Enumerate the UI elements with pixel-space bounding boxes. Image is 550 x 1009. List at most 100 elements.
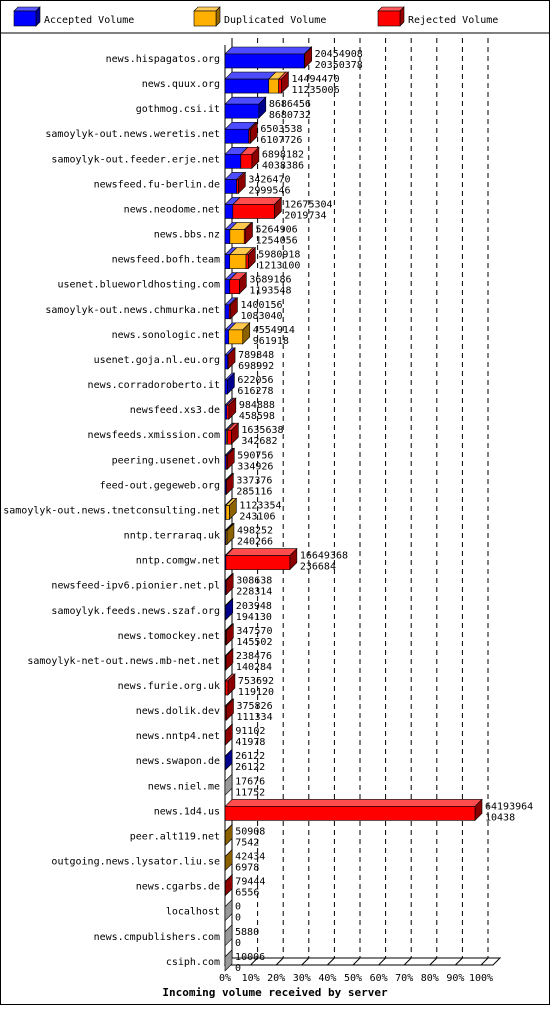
total-volume-label: 498252 [237,526,273,537]
accepted-volume-label: 342682 [241,436,277,447]
bar-empty-side [225,925,232,946]
bar-rejected [225,799,482,820]
bar-front [226,531,227,545]
accepted-volume-label: 194130 [236,612,272,623]
bar-front [228,430,232,444]
accepted-volume-label: 11235006 [291,85,339,96]
x-tick-label: 10% [242,973,260,984]
category-label: localhost [166,907,220,918]
total-volume-label: 3426470 [248,174,290,185]
bar-duplicated [225,850,232,871]
accepted-volume-label: 10438 [485,812,515,823]
x-tick-label: 50% [344,973,362,984]
legend-swatch-duplicated-front [194,11,216,26]
category-label: csiph.com [166,957,220,968]
bar-front [244,230,245,244]
accepted-volume-label: 616278 [237,386,273,397]
bar-front [225,706,226,720]
category-label: samoylyk-out.news.chmurka.net [45,305,220,316]
accepted-volume-label: 243106 [239,511,275,522]
category-label: news.tomockey.net [118,631,220,642]
category-label: samoylyk-out.news.weretis.net [45,129,220,140]
total-volume-label: 1635638 [241,425,283,436]
accepted-volume-label: 145502 [236,637,272,648]
accepted-volume-label: 698992 [238,361,274,372]
category-label: samoylyk-out.news.tnetconsulting.net [3,505,220,516]
bar-empty-side [225,950,232,971]
bar-front [226,455,227,469]
x-tick-label: 60% [370,973,388,984]
legend-swatch-rejected-top [378,7,404,11]
category-label: nntp.terraraq.uk [124,531,220,542]
legend-swatch-accepted-top [14,7,40,11]
accepted-volume-label: 236684 [300,562,336,573]
category-label: peer.alt119.net [130,831,220,842]
category-label: samoylyk-net-out.news.mb-net.net [27,656,220,667]
category-label: news.quux.org [142,79,220,90]
category-label: outgoing.news.lysator.liu.se [51,857,220,868]
category-label: usenet.goja.nl.eu.org [94,355,220,366]
total-volume-label: 64193964 [485,801,533,812]
bar-front [225,79,269,93]
total-volume-label: 1400156 [240,300,282,311]
bar-rejected [227,398,236,419]
x-axis-title: Incoming volume received by server [162,986,388,999]
bar-front [227,405,229,419]
category-label: news.corradoroberto.it [88,380,220,391]
category-label: news.swapon.de [136,756,220,767]
total-volume-label: 79444 [235,877,265,888]
accepted-volume-label: 26122 [235,762,265,773]
bar-front [279,79,282,93]
total-volume-label: 238476 [236,651,272,662]
category-label: usenet.blueworldhosting.com [57,280,220,291]
bar-side [227,448,234,469]
x-tick-label: 0% [219,973,231,984]
category-label: news.bbs.nz [154,230,220,241]
accepted-volume-label: 2999546 [248,185,290,196]
bar-top [233,197,282,204]
bar-rejected [233,197,282,218]
bar-side [225,824,232,845]
category-label: newsfeed.fu-berlin.de [94,179,220,190]
bar-top [226,549,297,556]
bar-front [225,54,304,68]
total-volume-label: 984888 [239,400,275,411]
accepted-volume-label: 4038386 [262,160,304,171]
total-volume-label: 14494470 [291,74,339,85]
x-tick-label: 30% [293,973,311,984]
bar-rejected [226,448,234,469]
total-volume-label: 20454908 [315,49,363,60]
accepted-volume-label: 228314 [236,587,272,598]
bar-front [225,230,230,244]
bar-empty [225,774,232,795]
total-volume-label: 590756 [237,450,273,461]
bar-front [230,230,244,244]
bar-front [225,154,241,168]
legend-swatch-duplicated-top [194,7,220,11]
accepted-volume-label: 458598 [239,411,275,422]
category-label: samoylyk-out.feeder.erje.net [51,154,220,165]
bar-front [241,154,252,168]
x-tick-label: 100% [469,973,493,984]
total-volume-label: 347570 [236,626,272,637]
bar-front [230,255,246,269]
total-volume-label: 5264906 [256,225,298,236]
bar-front [225,806,475,820]
bar-front [226,556,290,570]
category-label: gothmog.csi.it [136,104,220,115]
total-volume-label: 50908 [235,826,265,837]
accepted-volume-label: 1213100 [258,261,300,272]
category-label: feed-out.gegeweb.org [100,480,220,491]
bar-duplicated [225,824,232,845]
category-label: news.furie.org.uk [118,681,220,692]
accepted-volume-label: 119120 [238,687,274,698]
category-label: nntp.comgw.net [136,556,220,567]
accepted-volume-label: 6107726 [260,135,302,146]
bar-front [226,631,227,645]
total-volume-label: 203948 [236,601,272,612]
total-volume-label: 1123354 [239,500,281,511]
total-volume-label: 10006 [235,952,265,963]
bar-front [269,79,279,93]
x-tick-label: 80% [421,973,439,984]
total-volume-label: 308638 [236,576,272,587]
